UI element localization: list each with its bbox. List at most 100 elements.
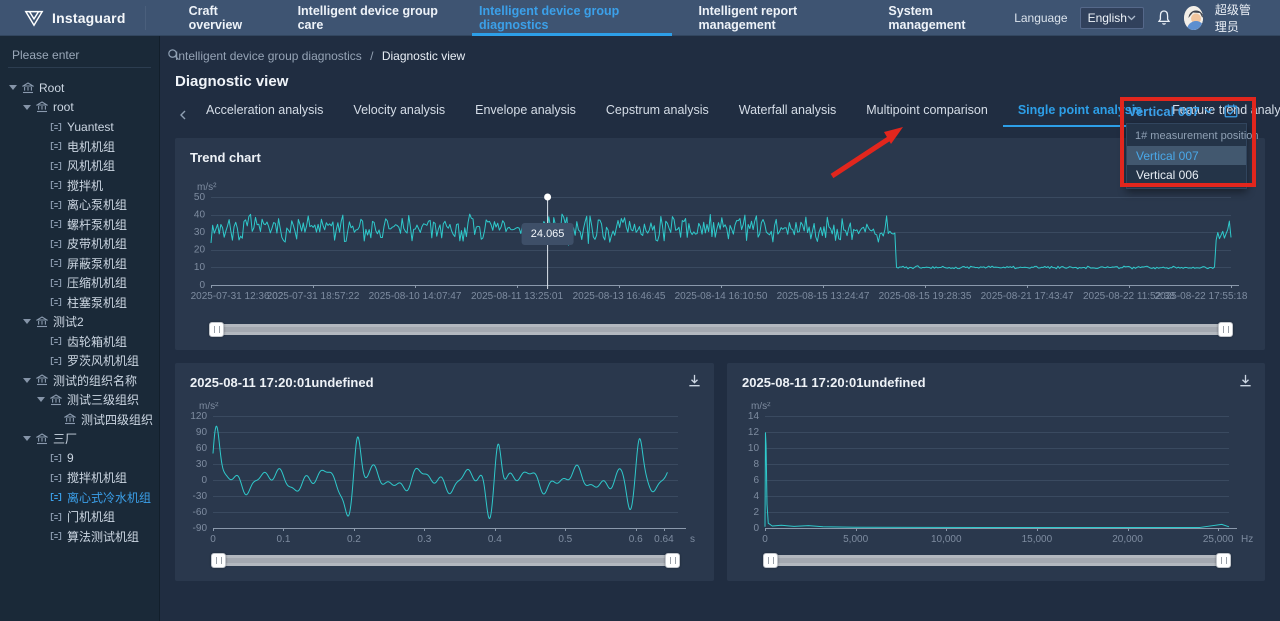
trend-zoom-slider[interactable] bbox=[211, 324, 1231, 335]
waveform-chart-canvas[interactable] bbox=[185, 402, 704, 548]
tree-node[interactable]: 算法测试机组 bbox=[0, 527, 159, 547]
device-group-icon bbox=[50, 472, 62, 484]
zoom-handle-left[interactable] bbox=[763, 553, 778, 568]
tree-node[interactable]: root bbox=[0, 98, 159, 118]
tab-cepstrum-analysis[interactable]: Cepstrum analysis bbox=[591, 103, 724, 127]
tree-node-label: 测试三级组织 bbox=[67, 391, 139, 408]
trend-chart-canvas[interactable] bbox=[185, 181, 1255, 317]
top-menu-item[interactable]: Intelligent report management bbox=[682, 0, 872, 36]
breadcrumb: Intelligent device group diagnostics / D… bbox=[160, 36, 1280, 63]
tree-node[interactable]: 螺杆泵机组 bbox=[0, 215, 159, 235]
point-selector-value[interactable]: Vertical 007 bbox=[1128, 104, 1213, 119]
device-group-icon bbox=[50, 511, 62, 523]
tab-acceleration-analysis[interactable]: Acceleration analysis bbox=[191, 103, 338, 127]
search-input[interactable] bbox=[12, 48, 167, 62]
tree-node-label: 三厂 bbox=[53, 430, 77, 447]
tree-node[interactable]: 测试三级组织 bbox=[0, 390, 159, 410]
tree-node[interactable]: 门机机组 bbox=[0, 507, 159, 527]
tree-node-label: 螺杆泵机组 bbox=[67, 216, 127, 233]
notification-bell-icon[interactable] bbox=[1156, 9, 1172, 26]
user-avatar[interactable] bbox=[1184, 6, 1203, 30]
tab-multipoint-comparison[interactable]: Multipoint comparison bbox=[851, 103, 1003, 127]
tree-node[interactable]: 搅拌机机组 bbox=[0, 468, 159, 488]
tree-node[interactable]: 测试的组织名称 bbox=[0, 371, 159, 391]
organization-icon bbox=[36, 316, 48, 328]
tree-node[interactable]: 离心泵机组 bbox=[0, 195, 159, 215]
dropdown-option[interactable]: Vertical 007 bbox=[1127, 146, 1246, 165]
organization-icon bbox=[36, 101, 48, 113]
zoom-handle-left[interactable] bbox=[211, 553, 226, 568]
bottom-charts-row: 2025-08-11 17:20:01undefined 2025-08-11 … bbox=[175, 363, 1265, 581]
tree-node[interactable]: 9 bbox=[0, 449, 159, 469]
tree-node[interactable]: 皮带机机组 bbox=[0, 234, 159, 254]
tabs-scroll-left-icon[interactable] bbox=[175, 110, 191, 120]
organization-icon bbox=[36, 433, 48, 445]
language-select[interactable]: English bbox=[1080, 7, 1144, 29]
spectrum-chart-canvas[interactable] bbox=[737, 402, 1255, 548]
brand[interactable]: Instaguard bbox=[0, 6, 146, 30]
tree-node[interactable]: 齿轮箱机组 bbox=[0, 332, 159, 352]
page-title: Diagnostic view bbox=[175, 73, 1265, 90]
tree-node[interactable]: Yuantest bbox=[0, 117, 159, 137]
calendar-check-icon[interactable] bbox=[1223, 103, 1239, 119]
download-icon[interactable] bbox=[687, 373, 702, 393]
tree-node-label: 屏蔽泵机组 bbox=[67, 255, 127, 272]
top-menu-item[interactable]: Craft overview bbox=[172, 0, 281, 36]
tree-node-label: Yuantest bbox=[67, 120, 114, 134]
waveform-chart-card: 2025-08-11 17:20:01undefined bbox=[175, 363, 714, 581]
spectrum-zoom-slider[interactable] bbox=[765, 555, 1229, 566]
tree-expand-caret-icon[interactable] bbox=[23, 436, 31, 441]
tree-node[interactable]: 风机机组 bbox=[0, 156, 159, 176]
topbar-right: Language English bbox=[1014, 1, 1280, 35]
tree-node[interactable]: 柱塞泵机组 bbox=[0, 293, 159, 313]
tree-node[interactable]: 罗茨风机机组 bbox=[0, 351, 159, 371]
tree-node-label: 皮带机机组 bbox=[67, 235, 127, 252]
tree-expand-caret-icon[interactable] bbox=[23, 319, 31, 324]
tree-node[interactable]: 离心式冷水机组 bbox=[0, 488, 159, 508]
top-menu-item[interactable]: Intelligent device group care bbox=[281, 0, 462, 36]
app-window: Instaguard Craft overviewIntelligent dev… bbox=[0, 0, 1280, 621]
zoom-handle-left[interactable] bbox=[209, 322, 224, 337]
chevron-down-icon bbox=[1127, 15, 1136, 21]
user-name[interactable]: 超级管理员 bbox=[1215, 1, 1262, 35]
search-icon[interactable] bbox=[167, 48, 180, 61]
zoom-handle-right[interactable] bbox=[1216, 553, 1231, 568]
device-group-icon bbox=[50, 530, 62, 542]
top-menu-item[interactable]: Intelligent device group diagnostics bbox=[462, 0, 682, 36]
organization-icon bbox=[64, 413, 76, 425]
top-menu-item[interactable]: System management bbox=[871, 0, 1014, 36]
tree-expand-caret-icon[interactable] bbox=[37, 397, 45, 402]
tab-envelope-analysis[interactable]: Envelope analysis bbox=[460, 103, 591, 127]
tree-node-label: 算法测试机组 bbox=[67, 528, 139, 545]
tree-expand-caret-icon[interactable] bbox=[9, 85, 17, 90]
tree-node[interactable]: 搅拌机 bbox=[0, 176, 159, 196]
dropdown-option[interactable]: Vertical 006 bbox=[1127, 165, 1246, 184]
download-icon[interactable] bbox=[1238, 373, 1253, 393]
organization-icon bbox=[50, 394, 62, 406]
tree-node[interactable]: 屏蔽泵机组 bbox=[0, 254, 159, 274]
waveform-zoom-slider[interactable] bbox=[213, 555, 678, 566]
tree-node[interactable]: 三厂 bbox=[0, 429, 159, 449]
zoom-handle-right[interactable] bbox=[1218, 322, 1233, 337]
tree-expand-caret-icon[interactable] bbox=[23, 378, 31, 383]
breadcrumb-current: Diagnostic view bbox=[382, 49, 465, 63]
chevron-down-icon bbox=[1204, 108, 1213, 114]
tree-node[interactable]: 电机机组 bbox=[0, 137, 159, 157]
tab-velocity-analysis[interactable]: Velocity analysis bbox=[338, 103, 460, 127]
point-selector-label: Vertical 007 bbox=[1128, 104, 1200, 119]
tree-node[interactable]: 测试四级组织 bbox=[0, 410, 159, 430]
breadcrumb-parent[interactable]: Intelligent device group diagnostics bbox=[175, 49, 362, 63]
device-group-icon bbox=[50, 121, 62, 133]
tree-node[interactable]: 压缩机机组 bbox=[0, 273, 159, 293]
zoom-handle-right[interactable] bbox=[665, 553, 680, 568]
main-content: Intelligent device group diagnostics / D… bbox=[160, 36, 1280, 621]
analysis-tabs: Acceleration analysisVelocity analysisEn… bbox=[191, 103, 1280, 127]
dropdown-group-label: 1# measurement position bbox=[1127, 124, 1246, 146]
brand-name: Instaguard bbox=[52, 10, 126, 26]
device-group-icon bbox=[50, 335, 62, 347]
tree-node[interactable]: 测试2 bbox=[0, 312, 159, 332]
tree-node[interactable]: Root bbox=[0, 78, 159, 98]
analysis-tabs-row: Acceleration analysisVelocity analysisEn… bbox=[175, 102, 1265, 128]
tab-waterfall-analysis[interactable]: Waterfall analysis bbox=[724, 103, 852, 127]
tree-expand-caret-icon[interactable] bbox=[23, 105, 31, 110]
